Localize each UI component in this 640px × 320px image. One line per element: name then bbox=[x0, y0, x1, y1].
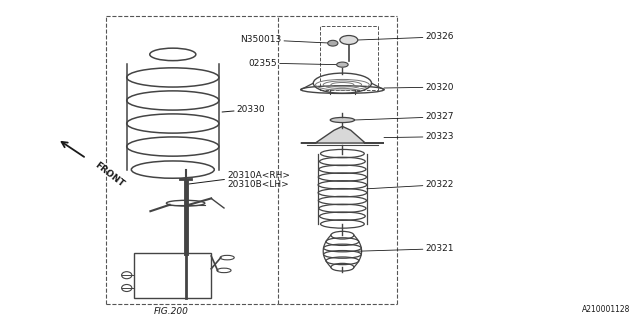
Ellipse shape bbox=[330, 117, 355, 123]
Ellipse shape bbox=[340, 36, 358, 44]
Text: 20323: 20323 bbox=[384, 132, 454, 141]
Text: 20326: 20326 bbox=[358, 32, 454, 41]
Text: 20321: 20321 bbox=[358, 244, 454, 253]
Text: 20320: 20320 bbox=[384, 83, 454, 92]
Text: 02355: 02355 bbox=[248, 59, 337, 68]
Text: 20330: 20330 bbox=[222, 105, 266, 114]
Text: FIG.200: FIG.200 bbox=[154, 307, 189, 316]
Text: A210001128: A210001128 bbox=[582, 305, 630, 314]
Text: 20310B<LH>: 20310B<LH> bbox=[227, 180, 289, 189]
Text: 20322: 20322 bbox=[367, 180, 454, 189]
Text: 20327: 20327 bbox=[355, 112, 454, 121]
Bar bbox=[134, 253, 211, 298]
Ellipse shape bbox=[337, 62, 348, 67]
Text: 20310A<RH>: 20310A<RH> bbox=[189, 171, 290, 184]
Polygon shape bbox=[301, 126, 384, 143]
Text: FRONT: FRONT bbox=[93, 160, 125, 188]
Text: N350013: N350013 bbox=[240, 35, 333, 44]
Ellipse shape bbox=[328, 40, 338, 46]
